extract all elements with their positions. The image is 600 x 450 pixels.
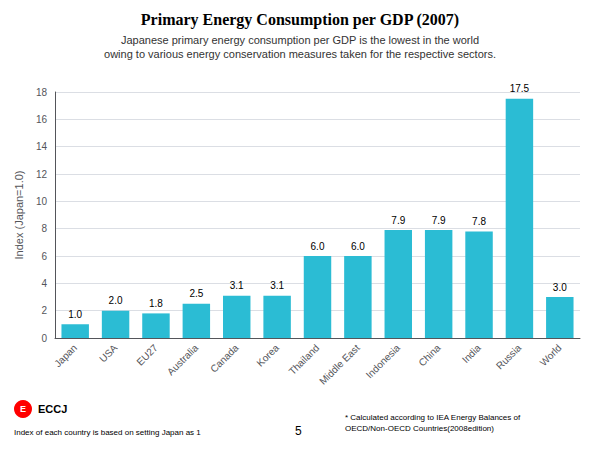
svg-text:E: E <box>20 404 26 414</box>
svg-text:Middle East: Middle East <box>317 342 362 387</box>
svg-text:EU27: EU27 <box>134 342 160 368</box>
svg-text:1.8: 1.8 <box>149 298 163 309</box>
svg-text:7.9: 7.9 <box>391 215 405 226</box>
svg-text:12: 12 <box>36 169 48 180</box>
svg-text:Australia: Australia <box>165 342 201 378</box>
svg-text:14: 14 <box>36 141 48 152</box>
svg-text:World: World <box>538 342 564 368</box>
svg-text:18: 18 <box>36 87 48 98</box>
svg-text:3.1: 3.1 <box>230 280 244 291</box>
svg-text:Japanese primary energy consum: Japanese primary energy consumption per … <box>121 34 479 46</box>
svg-text:2.5: 2.5 <box>189 288 203 299</box>
svg-text:Japan: Japan <box>52 342 79 369</box>
svg-text:5: 5 <box>295 424 302 438</box>
svg-text:Index of each country is based: Index of each country is based on settin… <box>14 428 201 437</box>
svg-text:1.0: 1.0 <box>68 309 82 320</box>
svg-text:3.1: 3.1 <box>270 280 284 291</box>
svg-text:OECD/Non-OECD Countries(2008ed: OECD/Non-OECD Countries(2008edition) <box>345 424 494 433</box>
svg-text:India: India <box>460 342 483 365</box>
svg-text:Indonesia: Indonesia <box>364 342 403 381</box>
svg-text:6: 6 <box>41 251 47 262</box>
svg-text:ECCJ: ECCJ <box>38 403 67 415</box>
svg-text:4: 4 <box>41 278 47 289</box>
svg-text:Russia: Russia <box>494 342 524 372</box>
svg-text:6.0: 6.0 <box>311 241 325 252</box>
svg-text:Canada: Canada <box>208 342 241 375</box>
svg-text:2.0: 2.0 <box>109 295 123 306</box>
svg-text:3.0: 3.0 <box>553 282 567 293</box>
svg-text:7.8: 7.8 <box>472 216 486 227</box>
svg-text:China: China <box>416 342 443 369</box>
svg-text:USA: USA <box>97 342 120 365</box>
svg-text:Korea: Korea <box>254 342 281 369</box>
svg-text:Index (Japan=1.0): Index (Japan=1.0) <box>13 171 25 260</box>
svg-text:7.9: 7.9 <box>432 215 446 226</box>
svg-text:17.5: 17.5 <box>510 83 530 94</box>
svg-text:10: 10 <box>36 196 48 207</box>
svg-text:16: 16 <box>36 114 48 125</box>
svg-text:owing to various energy conser: owing to various energy conservation mea… <box>104 48 496 60</box>
svg-text:6.0: 6.0 <box>351 241 365 252</box>
svg-text:0: 0 <box>41 333 47 344</box>
svg-text:Primary Energy Consumption per: Primary Energy Consumption per GDP (2007… <box>141 11 459 29</box>
svg-text:* Calculated according to IEA: * Calculated according to IEA Energy Bal… <box>345 413 521 422</box>
svg-text:2: 2 <box>41 305 47 316</box>
svg-text:Thailand: Thailand <box>287 342 322 377</box>
svg-text:8: 8 <box>41 223 47 234</box>
